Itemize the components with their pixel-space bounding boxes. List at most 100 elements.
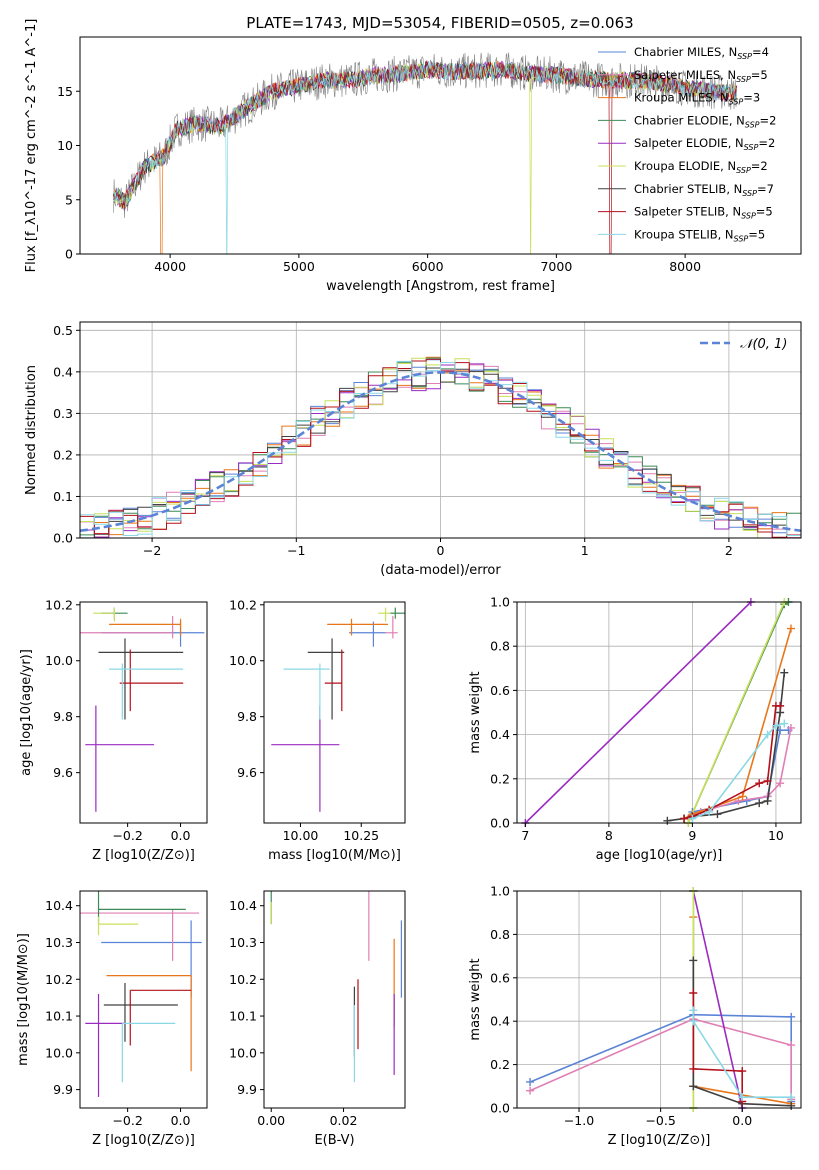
x-tick-label: 1 [581,543,589,558]
series-line-8 [692,1010,792,1098]
model-spectrum-7 [113,60,737,254]
series-line-1 [529,1018,792,1100]
y-tick-label: 0.2 [490,771,510,786]
y-tick-label: 0.2 [53,447,73,462]
series-marker [526,1077,535,1086]
series-marker [755,799,764,808]
errorbar-2 [109,618,182,636]
model-spectrum-8 [113,61,737,254]
figure-title: PLATE=1743, MJD=53054, FIBERID=0505, z=0… [246,14,633,32]
series-marker [742,796,751,805]
chart-age_vs_Z: −0.2 0.0 9.6 9.8 10.0 10.2 Z [log10(Z/Z⊙)] age … [19,597,208,863]
y-tick-label: 0.4 [53,364,73,379]
y-tick-label: 10.2 [229,597,257,612]
y-tick-label: 1.0 [490,884,510,899]
x-tick-label: 10 [768,828,784,843]
y-tick-label: 0.4 [490,1014,510,1029]
y-tick-label: 1.0 [490,595,510,610]
series-marker [689,956,698,965]
legend-label: Kroupa ELODIE, NSSP=2 [634,159,768,175]
y-tick-label: 0.8 [490,639,510,654]
series-marker [705,807,714,816]
series-marker [763,796,772,805]
errorbar-4 [85,705,155,812]
x-axis-label: Z [log10(Z/Z⊙)] [92,1133,195,1148]
x-tick-label: 0.0 [171,1113,191,1128]
errorbar-3 [390,607,405,619]
errorbar-1 [80,909,200,961]
series-line-7 [692,993,743,1102]
errorbar-4 [85,993,125,1097]
legend-label: Chabrier ELODIE, NSSP=2 [634,113,776,129]
series-marker [786,624,795,633]
y-tick-label: 0.6 [490,970,510,985]
x-tick-label: −1 [287,543,305,558]
y-tick-label: 10 [57,138,73,153]
x-tick-label: 7000 [540,259,572,274]
errorbar-8 [109,663,184,720]
x-tick-label: 0.02 [330,1113,358,1128]
y-axis-label: mass weight [468,958,483,1040]
y-axis-label: mass [log10(M/M⊙)] [16,933,31,1066]
histogram-8 [80,360,801,536]
y-tick-label: 9.8 [53,709,73,724]
x-tick-label: 0 [437,543,445,558]
x-tick-label: 2 [725,543,733,558]
x-tick-label: 5000 [283,259,315,274]
x-tick-label: 8 [605,828,613,843]
x-tick-label: 7 [521,828,529,843]
x-tick-label: −1.0 [564,1113,594,1128]
errorbar-4 [271,705,340,812]
y-tick-label: 0.1 [53,489,73,504]
y-tick-label: 0.4 [490,727,510,742]
errorbar-8 [283,663,330,720]
y-tick-label: 5 [65,192,73,207]
y-tick-label: 0.3 [53,406,73,421]
series-marker [689,988,698,997]
errorbar-7 [119,649,184,712]
y-tick-label: 9.8 [237,709,257,724]
y-axis-label: Normed distribution [24,365,39,495]
x-tick-label: 0.0 [732,1113,752,1128]
series-marker [780,719,789,728]
series-marker [786,723,795,732]
x-tick-label: 0.0 [171,828,191,843]
x-axis-label: age [log10(age/yr)] [596,848,723,863]
legend-label: Chabrier STELIB, NSSP=7 [634,182,774,198]
legend-label: Kroupa STELIB, NSSP=5 [634,227,765,243]
x-tick-label: −0.2 [112,1113,142,1128]
series-marker [738,1067,747,1076]
y-tick-label: 9.9 [237,1082,257,1097]
x-tick-label: −0.2 [112,828,142,843]
x-axis-label: wavelength [Angstrom, rest frame] [326,279,555,294]
y-tick-label: 0.5 [53,323,73,338]
chart-residuals: −2 −1 0 1 2 0.0 0.1 0.2 0.3 0.4 0.5 (data-model)/er… [24,321,802,578]
series-marker [680,814,689,823]
y-tick-label: 10.4 [45,898,73,913]
errorbar-1 [385,615,398,639]
y-tick-label: 10.3 [229,935,257,950]
series-marker [713,810,722,819]
axes-frame [263,601,406,824]
y-axis-label: Flux [f_λ10^-17 erg cm^-2 s^-1 A^-1] [24,19,39,273]
plot-area [113,52,737,254]
x-tick-label: 8000 [669,259,701,274]
x-axis-label: mass [log10(M/M⊙)] [268,848,401,863]
legend-label: 𝒩(0, 1) [740,337,787,352]
y-tick-label: 10.0 [45,653,73,668]
series-marker [771,721,780,730]
y-tick-label: 0 [65,247,73,262]
normal-curve [80,370,801,532]
y-tick-label: 10.2 [45,972,73,987]
y-tick-label: 10.2 [45,597,73,612]
legend-label: Kroupa MILES, NSSP=3 [634,91,760,107]
series-marker [688,814,697,823]
y-axis-label: mass weight [468,671,483,753]
y-tick-label: 9.9 [53,1082,73,1097]
chart-mass_vs_Z: −0.2 0.0 9.9 10.0 10.1 10.2 10.3 10.4 Z [log10(Z… [16,890,208,1148]
errorbar-6 [103,982,178,1042]
plot-area [80,891,202,1097]
chart-age_vs_mass: 10.00 10.25 9.6 9.8 10.0 10.2 mass [log10(M/M⊙… [229,597,406,863]
plot-area [526,887,796,1112]
axes-frame [79,601,208,824]
